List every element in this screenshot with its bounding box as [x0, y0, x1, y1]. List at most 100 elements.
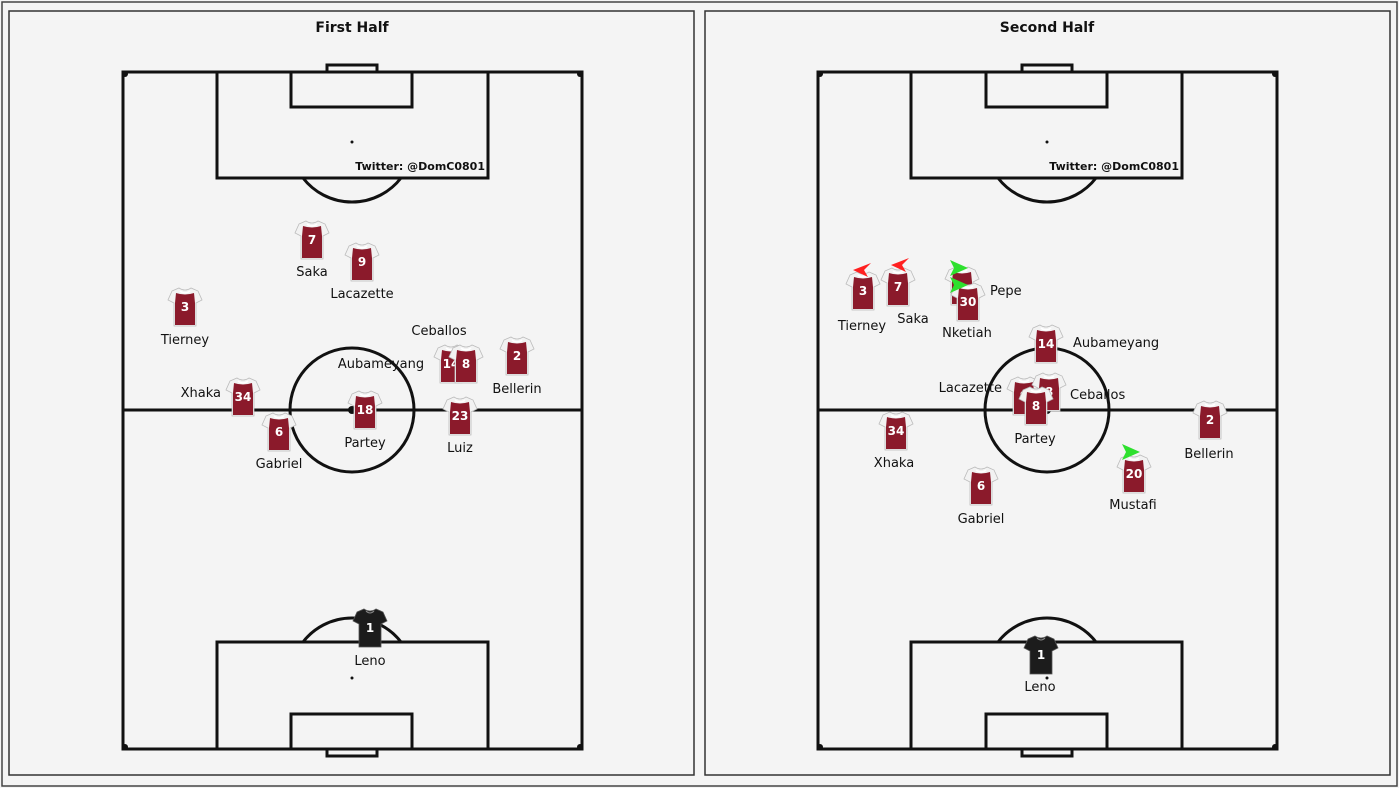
credit-text: Twitter: @DomC0801	[355, 160, 485, 173]
red-arrow-icon	[891, 258, 909, 272]
second-half-panel: Second Half Twitter: @DomC0801 3Tierney7…	[704, 10, 1391, 776]
player-marker: 18 Partey	[344, 390, 386, 451]
green-arrow-icon	[950, 260, 968, 276]
player-name: Lacazette	[939, 381, 1002, 396]
football-shirt-icon: 2	[499, 336, 535, 376]
shirt-number: 2	[513, 349, 521, 363]
shirt-number: 7	[894, 280, 902, 294]
player-name: Gabriel	[256, 457, 303, 472]
top-goal	[1020, 63, 1074, 74]
corner-marks	[122, 71, 583, 750]
player-name: Bellerin	[1184, 447, 1233, 462]
player-marker: 23 Luiz	[442, 396, 478, 456]
player-name: Nketiah	[942, 326, 992, 341]
shirt-number: 1	[366, 621, 374, 635]
football-shirt-icon: 8	[448, 344, 484, 384]
player-name: Saka	[897, 312, 928, 327]
player-marker: 2 Bellerin	[1184, 400, 1234, 462]
shirt-number: 23	[452, 409, 469, 423]
shirt-number: 9	[358, 255, 366, 269]
player-name: Tierney	[160, 333, 210, 348]
player-marker: 8 Ceballos	[411, 324, 484, 384]
player-marker: 30 Nketiah	[942, 277, 992, 341]
top-penalty-arc	[996, 177, 1098, 204]
player-name: Ceballos	[1070, 388, 1125, 403]
player-name: Aubameyang	[338, 357, 424, 372]
bottom-penalty-spot	[1045, 676, 1049, 680]
shirt-number: 18	[357, 403, 374, 417]
bottom-goal	[325, 747, 379, 758]
shirt-number: 6	[275, 425, 283, 439]
player-marker: 2 Bellerin	[492, 336, 542, 397]
player-marker: Aubameyang	[338, 357, 424, 372]
bottom-penalty-spot	[350, 676, 354, 680]
player-name: Luiz	[447, 441, 473, 456]
top-goal	[325, 63, 379, 74]
players-layer: 3Tierney7SakaPepe30Nketiah14Aubameyang9L…	[837, 258, 1234, 695]
player-marker: 1 Leno	[1023, 635, 1059, 695]
player-name: Saka	[296, 265, 327, 280]
shirt-number: 30	[960, 295, 977, 309]
football-shirt-icon: 18	[347, 390, 383, 430]
bottom-goal	[1020, 747, 1074, 758]
panel-title: First Half	[315, 20, 389, 36]
green-arrow-icon	[950, 277, 968, 293]
goalkeeper-shirt-icon: 1	[1023, 635, 1059, 675]
red-arrow-icon	[853, 263, 871, 277]
football-shirt-icon: 2	[1192, 400, 1228, 440]
shirt-number: 6	[977, 479, 985, 493]
green-arrow-icon	[1122, 444, 1140, 460]
player-marker: 8 Partey	[1014, 386, 1056, 447]
football-shirt-icon: 20	[1116, 454, 1152, 494]
bottom-penalty-arc	[301, 616, 403, 643]
player-name: Xhaka	[874, 456, 914, 471]
player-marker: 6 Gabriel	[256, 412, 303, 472]
football-shirt-icon: 8	[1018, 386, 1054, 426]
player-marker: 34 Xhaka	[874, 411, 914, 471]
pitch	[121, 63, 584, 758]
credit-text: Twitter: @DomC0801	[1049, 160, 1179, 173]
top-penalty-spot	[1045, 140, 1049, 144]
football-shirt-icon: 3	[845, 271, 881, 311]
football-shirt-icon: 7	[294, 220, 330, 260]
shirt-number: 14	[1038, 337, 1055, 351]
football-shirt-icon: 6	[963, 466, 999, 506]
player-name: Lacazette	[330, 287, 393, 302]
shirt-number: 3	[181, 300, 189, 314]
player-marker: 1 Leno	[352, 608, 388, 669]
football-shirt-icon: 9	[344, 242, 380, 282]
top-penalty-arc	[301, 177, 403, 204]
player-marker: 7 Saka	[880, 258, 929, 327]
football-shirt-icon: 14	[1028, 324, 1064, 364]
player-marker: 3 Tierney	[837, 263, 887, 334]
player-name: Tierney	[837, 319, 887, 334]
player-name: Bellerin	[492, 382, 541, 397]
shirt-number: 34	[888, 424, 905, 438]
goalkeeper-shirt-icon: 1	[352, 608, 388, 648]
panel-border	[8, 10, 695, 776]
shirt-number: 8	[1032, 399, 1040, 413]
first-half-panel: First Half Twitter: @DomC0801 7 Saka 9 Laca…	[8, 10, 695, 776]
corner-marks	[817, 71, 1278, 750]
shirt-number: 3	[859, 284, 867, 298]
player-name: Partey	[344, 436, 386, 451]
football-shirt-icon: 34	[878, 411, 914, 451]
shirt-number: 7	[308, 233, 316, 247]
shirt-number: 1	[1037, 648, 1045, 662]
player-marker: 14 Aubameyang	[1028, 324, 1159, 364]
football-shirt-icon: 23	[442, 396, 478, 436]
bottom-penalty-arc	[996, 616, 1098, 643]
football-shirt-icon: 30	[950, 282, 986, 322]
player-name: Leno	[354, 654, 385, 669]
player-name: Ceballos	[411, 324, 466, 339]
player-marker: 20 Mustafi	[1109, 444, 1157, 513]
player-marker: 9 Lacazette	[330, 242, 394, 302]
football-shirt-icon: 3	[167, 287, 203, 327]
shirt-number: 34	[235, 390, 252, 404]
player-name: Gabriel	[958, 512, 1005, 527]
player-name: Xhaka	[181, 386, 221, 401]
football-shirt-icon: 6	[261, 412, 297, 452]
player-name: Leno	[1024, 680, 1055, 695]
